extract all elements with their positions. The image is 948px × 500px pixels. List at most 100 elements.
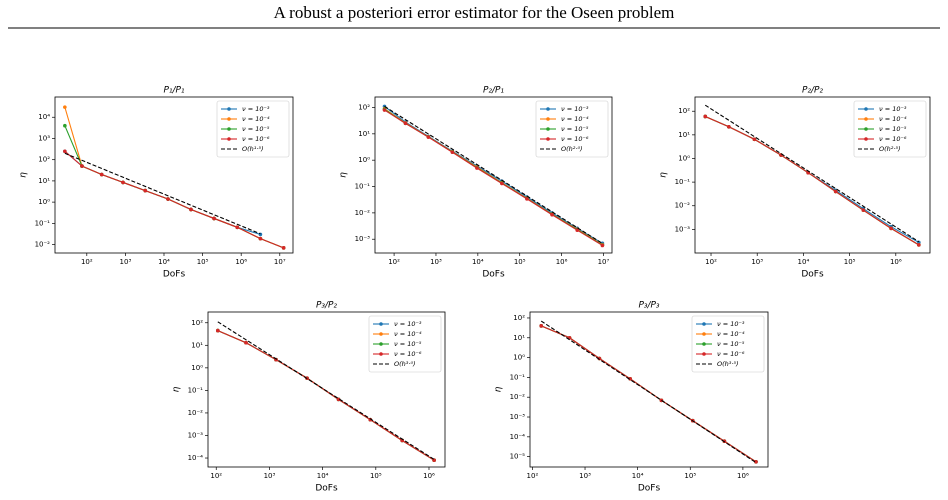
- legend-marker: [379, 342, 383, 346]
- x-tick-label: 10⁴: [798, 258, 810, 266]
- x-tick-label: 10⁶: [890, 258, 902, 266]
- x-tick-label: 10⁵: [370, 472, 382, 480]
- chart: P₁/P₁ DoFs η 10² 10³ 10⁴ 10⁵ 10⁶ 10⁷ 10⁻² 10⁰ 10⁻¹ 1…: [19, 86, 294, 280]
- data-point: [727, 124, 731, 129]
- y-tick-label: 10⁻⁴: [188, 454, 204, 462]
- x-tick-label: 10⁶: [556, 258, 568, 266]
- x-tick-label: 10⁶: [235, 258, 247, 266]
- y-tick-label: 10⁻¹: [35, 219, 51, 227]
- data-point: [212, 216, 216, 221]
- y-tick-label: 10³: [38, 134, 50, 142]
- y-tick-label: 10⁻³: [355, 235, 371, 243]
- data-point: [121, 180, 125, 185]
- legend-label: ν = 10⁻⁶: [394, 350, 422, 358]
- x-tick-label: 10⁷: [274, 258, 286, 266]
- data-point: [166, 197, 170, 201]
- data-point: [833, 189, 838, 194]
- y-tick-label: 10²: [191, 319, 203, 327]
- x-tick-label: 10⁶: [423, 472, 435, 480]
- legend-marker: [379, 352, 383, 356]
- legend-label: ν = 10⁻⁴: [879, 115, 907, 123]
- y-axis-label: η: [19, 172, 29, 178]
- y-tick-label: 10¹: [513, 334, 525, 342]
- legend-label: ν = 10⁻⁵: [717, 340, 745, 348]
- y-tick-label: 10⁻⁴: [510, 433, 526, 441]
- legend-label: ν = 10⁻⁴: [561, 115, 589, 123]
- x-tick-label: 10⁵: [684, 472, 696, 480]
- chart-title: P₂/P₁: [483, 86, 504, 96]
- legend-label: ν = 10⁻⁶: [242, 135, 270, 143]
- legend-marker: [864, 137, 868, 141]
- y-axis-label: η: [659, 172, 669, 178]
- data-point: [216, 328, 220, 333]
- series-line: [384, 105, 603, 244]
- data-point: [752, 137, 757, 142]
- legend-marker: [227, 137, 231, 141]
- y-tick-label: 10⁻²: [675, 202, 691, 210]
- y-tick-label: 10⁰: [678, 154, 690, 162]
- y-tick-label: 10⁴: [38, 113, 50, 121]
- series-line: [217, 321, 435, 460]
- data-point: [403, 121, 408, 126]
- series-line: [384, 109, 603, 246]
- data-point: [475, 166, 479, 170]
- x-tick-label: 10⁴: [472, 258, 484, 266]
- y-tick-label: 10¹: [38, 177, 50, 185]
- legend-marker: [702, 322, 706, 326]
- x-tick-label: 10³: [579, 472, 591, 480]
- data-point: [281, 246, 286, 250]
- series-line: [64, 150, 261, 235]
- legend-marker: [227, 127, 231, 131]
- y-tick-label: 10⁰: [38, 198, 50, 206]
- plot-area: [694, 96, 931, 254]
- data-point: [550, 212, 554, 217]
- x-tick-label: 10⁴: [158, 258, 170, 266]
- chart-title: P₂/P₂: [802, 86, 823, 96]
- x-tick-label: 10²: [388, 258, 400, 266]
- data-point: [63, 123, 67, 128]
- plot-area: [54, 96, 294, 254]
- legend-marker: [702, 332, 706, 336]
- x-tick-label: 10⁷: [598, 258, 610, 266]
- series-line: [704, 104, 920, 243]
- x-axis-label: DoFs: [315, 484, 338, 494]
- x-tick-label: 10³: [120, 258, 132, 266]
- legend-label: ν = 10⁻³: [717, 320, 745, 328]
- data-point: [861, 208, 866, 212]
- data-point: [99, 172, 104, 177]
- legend-label: ν = 10⁻⁴: [394, 330, 422, 338]
- chart-title: P₁/P₁: [163, 86, 184, 96]
- chart-title: P₃/P₂: [316, 301, 337, 311]
- legend-label: ν = 10⁻⁵: [879, 125, 907, 133]
- y-tick-label: 10⁻¹: [355, 183, 371, 191]
- data-point: [143, 188, 148, 193]
- legend-marker: [379, 322, 383, 326]
- legend-label: ν = 10⁻⁵: [561, 125, 589, 133]
- data-point: [500, 181, 504, 186]
- data-point: [525, 197, 529, 201]
- x-tick-label: 10²: [81, 258, 93, 266]
- y-tick-label: 10¹: [358, 130, 370, 138]
- x-tick-label: 10⁵: [514, 258, 526, 266]
- data-point: [258, 236, 263, 241]
- y-tick-label: 10⁻¹: [188, 386, 204, 394]
- y-tick-label: 10⁻⁵: [510, 453, 526, 461]
- chart-title: P₃/P₃: [638, 301, 659, 311]
- y-tick-label: 10²: [38, 156, 50, 164]
- data-point: [754, 459, 758, 464]
- x-axis-label: DoFs: [163, 270, 186, 280]
- data-point: [426, 135, 431, 139]
- chart: P₂/P₂ DoFs η 10² 10³ 10⁴ 10⁵ 10⁶ 10⁻³ 10⁻² 10⁻¹ 10⁰…: [659, 86, 931, 280]
- legend-marker: [227, 107, 231, 111]
- y-axis-label: η: [494, 386, 504, 392]
- x-tick-label: 10³: [430, 258, 442, 266]
- legend-marker: [546, 127, 550, 131]
- legend-label: ν = 10⁻⁵: [242, 125, 270, 133]
- legend-label: ν = 10⁻⁵: [394, 340, 422, 348]
- plot-area: [529, 311, 769, 468]
- x-tick-label: 10³: [751, 258, 763, 266]
- y-tick-label: 10⁻³: [675, 225, 691, 233]
- legend-label: O(h²·⁵): [879, 145, 901, 153]
- series-line: [540, 320, 757, 464]
- y-tick-label: 10⁻¹: [510, 373, 526, 381]
